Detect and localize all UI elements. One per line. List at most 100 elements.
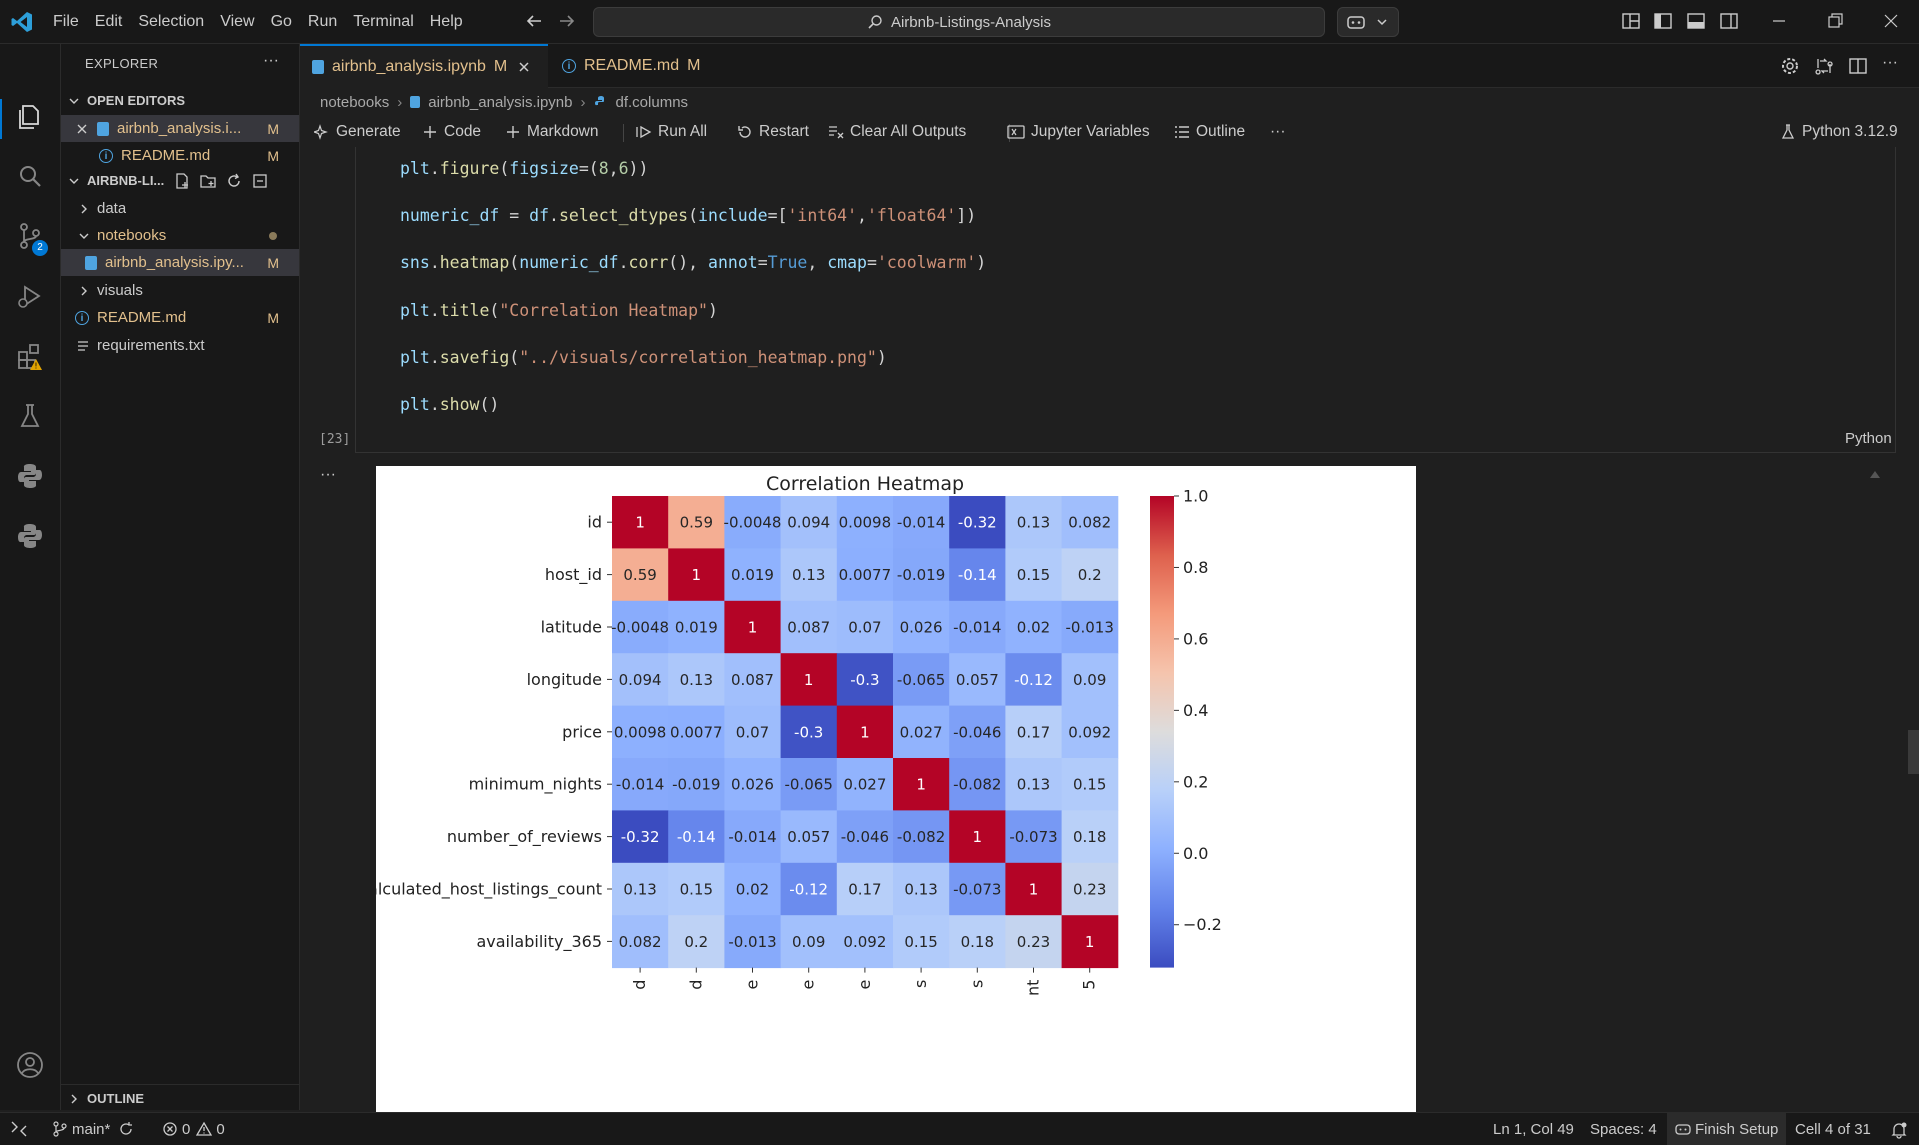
refresh-icon[interactable] xyxy=(225,172,243,190)
sync-icon xyxy=(120,1122,133,1135)
minimize-icon[interactable] xyxy=(1768,10,1790,32)
cell-value-label: 0.057 xyxy=(956,671,999,689)
run-debug-icon[interactable] xyxy=(14,280,46,312)
menu-go[interactable]: Go xyxy=(270,12,292,30)
collapse-all-icon[interactable] xyxy=(251,172,269,190)
search-icon[interactable] xyxy=(14,160,46,192)
explorer-icon[interactable] xyxy=(14,100,46,132)
jupyter-variables-button[interactable]: Jupyter Variables xyxy=(1007,117,1150,147)
tree-file-requirements[interactable]: requirements.txt xyxy=(61,332,299,359)
kernel-picker[interactable]: Python 3.12.9 xyxy=(1780,117,1898,147)
tab-readme[interactable]: i README.md M xyxy=(550,44,712,87)
run-all-button[interactable]: Run All xyxy=(636,117,707,147)
x-tick-label: e xyxy=(799,980,818,990)
extensions-icon[interactable]: ! xyxy=(14,340,46,372)
customize-layout-icon[interactable] xyxy=(1620,10,1642,32)
toggle-secondary-sidebar-icon[interactable] xyxy=(1718,10,1740,32)
x-tick-label: s xyxy=(967,980,986,988)
restart-label: Restart xyxy=(759,123,809,140)
clear-all-outputs-button[interactable]: Clear All Outputs xyxy=(828,117,966,147)
remote-indicator[interactable] xyxy=(10,1113,28,1145)
workspace-folder-header[interactable]: AIRBNB-LI... xyxy=(61,167,299,194)
command-center-search[interactable]: Airbnb-Listings-Analysis xyxy=(593,7,1325,37)
tree-file-notebook[interactable]: airbnb_analysis.ipy... M xyxy=(61,249,299,276)
heatmap-cell xyxy=(1005,810,1063,864)
clear-all-icon xyxy=(829,126,844,139)
close-icon[interactable] xyxy=(1880,10,1902,32)
cell-language-label[interactable]: Python xyxy=(1845,430,1892,447)
menu-terminal[interactable]: Terminal xyxy=(353,12,414,30)
editor-scrollbar-thumb[interactable] xyxy=(1908,730,1919,774)
close-icon[interactable] xyxy=(75,122,89,136)
tree-folder-data[interactable]: data xyxy=(61,195,299,222)
python-environments-icon[interactable] xyxy=(14,520,46,552)
open-editors-header[interactable]: OPEN EDITORS xyxy=(61,87,299,114)
python-icon[interactable] xyxy=(14,460,46,492)
cursor-position[interactable]: Ln 1, Col 49 xyxy=(1493,1120,1574,1138)
forward-arrow-icon[interactable] xyxy=(556,10,578,32)
close-icon[interactable] xyxy=(517,60,531,74)
source-control-icon[interactable] xyxy=(14,220,46,252)
toggle-panel-icon[interactable] xyxy=(1685,10,1707,32)
outline-header[interactable]: OUTLINE xyxy=(61,1084,299,1112)
indentation-status[interactable]: Spaces: 4 xyxy=(1590,1120,1657,1138)
menu-help[interactable]: Help xyxy=(429,12,463,30)
add-code-cell-button[interactable]: Code xyxy=(422,117,481,147)
more-toolbar-actions[interactable]: ··· xyxy=(1270,123,1286,140)
tree-file-readme[interactable]: i README.md M xyxy=(61,304,299,331)
heatmap-cell xyxy=(1061,862,1119,916)
finish-setup-button[interactable]: Finish Setup xyxy=(1667,1113,1787,1145)
heatmap-cell xyxy=(724,758,782,811)
output-actions-icon[interactable]: ··· xyxy=(320,466,336,483)
notebook-settings-icon[interactable] xyxy=(1780,56,1800,76)
breadcrumb-item[interactable]: notebooks xyxy=(320,93,390,111)
restart-button[interactable]: Restart xyxy=(737,117,809,147)
compare-changes-icon[interactable] xyxy=(1814,56,1834,76)
menu-view[interactable]: View xyxy=(220,12,255,30)
modified-badge: M xyxy=(267,254,279,271)
cell-position-status[interactable]: Cell 4 of 31 xyxy=(1795,1120,1871,1138)
open-editor-item[interactable]: i README.md M xyxy=(61,142,299,169)
jupyter-variables-label: Jupyter Variables xyxy=(1031,123,1150,140)
code-cell-editor[interactable]: plt.figure(figsize=(8,6)) numeric_df = d… xyxy=(355,147,1896,453)
new-file-icon[interactable] xyxy=(173,172,191,190)
code-line: plt.title("Correlation Heatmap") xyxy=(400,301,718,320)
heatmap-cell xyxy=(1005,653,1063,707)
menu-file[interactable]: File xyxy=(53,12,79,30)
markdown-label: Markdown xyxy=(527,123,599,140)
back-arrow-icon[interactable] xyxy=(523,10,545,32)
tree-folder-visuals[interactable]: visuals xyxy=(61,277,299,304)
open-editor-item[interactable]: airbnb_analysis.i... M xyxy=(61,115,299,142)
copilot-button[interactable] xyxy=(1337,7,1399,37)
menu-edit[interactable]: Edit xyxy=(94,12,123,30)
breadcrumb-item[interactable]: airbnb_analysis.ipynb xyxy=(428,93,573,111)
problems-status[interactable]: 0 0 xyxy=(162,1113,225,1145)
outline-button[interactable]: Outline xyxy=(1174,117,1245,147)
cell-value-label: 1 xyxy=(804,671,814,689)
add-markdown-cell-button[interactable]: Markdown xyxy=(505,117,599,147)
notebook-file-icon xyxy=(97,121,109,136)
menu-selection[interactable]: Selection xyxy=(138,12,205,30)
menu-run[interactable]: Run xyxy=(307,12,338,30)
account-icon[interactable] xyxy=(14,1049,46,1081)
tree-folder-notebooks[interactable]: notebooks xyxy=(61,222,299,249)
modified-badge: M xyxy=(267,147,279,164)
new-folder-icon[interactable] xyxy=(199,172,217,190)
activity-bar: 2 ! xyxy=(0,44,61,1138)
restore-icon[interactable] xyxy=(1824,10,1846,32)
workspace-folder-label: AIRBNB-LI... xyxy=(87,173,165,188)
modified-badge: M xyxy=(267,309,279,326)
collapse-up-icon[interactable] xyxy=(1868,468,1882,480)
notifications-bell-icon[interactable] xyxy=(1890,1121,1908,1139)
split-editor-icon[interactable] xyxy=(1848,56,1868,76)
breadcrumb-item[interactable]: df.columns xyxy=(615,93,689,111)
testing-icon[interactable] xyxy=(14,400,46,432)
generate-button[interactable]: Generate xyxy=(314,117,401,147)
more-actions-icon[interactable]: ··· xyxy=(1882,54,1898,71)
git-branch-status[interactable]: main* xyxy=(52,1113,134,1145)
cell-value-label: 0.0077 xyxy=(839,566,892,584)
tab-airbnb-notebook[interactable]: airbnb_analysis.ipynb M xyxy=(300,44,548,88)
more-actions-icon[interactable]: ··· xyxy=(263,52,279,69)
cell-value-label: 0.027 xyxy=(843,776,886,794)
toggle-primary-sidebar-icon[interactable] xyxy=(1652,10,1674,32)
